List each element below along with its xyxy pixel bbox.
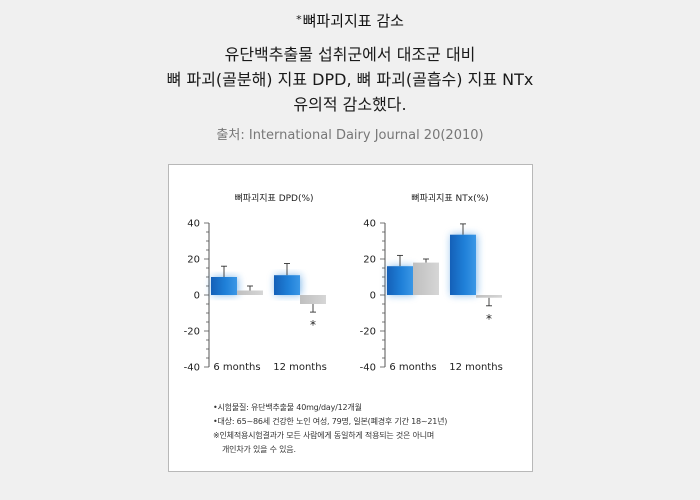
- description-line-1: 유단백추출물 섭취군에서 대조군 대비: [224, 45, 476, 64]
- chart1-tick-label: 40: [187, 219, 200, 230]
- chart2-bar-treatment: [450, 234, 476, 295]
- note-subjects: •대상: 65~86세 건강한 노인 여성, 79명, 일본(폐경후 기간 18…: [213, 417, 448, 426]
- source-citation: 출처: International Dairy Journal 20(2010): [216, 128, 484, 143]
- charts-svg: 뼈파괴지표 DPD(%) 40 20 0 -20 -40 6 months * 12 month…: [184, 192, 503, 374]
- chart1-bar-control: [300, 295, 326, 304]
- chart1-tick-label: -40: [184, 363, 200, 374]
- chart2-title: 뼈파괴지표 NTx(%): [411, 192, 488, 204]
- description-line-3: 유의적 감소했다.: [293, 95, 407, 114]
- chart2-tick-label: 40: [363, 219, 376, 230]
- notes: •시험물질: 유단백추출물 40mg/day/12개월 •대상: 65~86세 …: [213, 401, 525, 457]
- description: 유단백추출물 섭취군에서 대조군 대비 뼈 파괴(골분해) 지표 DPD, 뼈 …: [0, 42, 700, 117]
- chart1-significance-mark: *: [310, 318, 316, 332]
- heading-star: *: [296, 13, 302, 26]
- chart2-bar-treatment: [387, 266, 413, 295]
- chart1-bar-treatment: [211, 277, 237, 295]
- chart1-tick-label: -20: [184, 327, 200, 338]
- chart2-category-label: 6 months: [389, 362, 436, 373]
- chart1-title: 뼈파괴지표 DPD(%): [234, 192, 313, 204]
- heading-title: 뼈파괴지표 감소: [302, 12, 404, 30]
- chart1-tick-label: 0: [194, 291, 200, 302]
- chart2-tick-label: 0: [370, 291, 376, 302]
- chart-card: 뼈파괴지표 DPD(%) 40 20 0 -20 -40 6 months * 12 month…: [168, 164, 533, 472]
- chart1-category-label: 12 months: [273, 362, 327, 373]
- chart2-tick-label: -40: [360, 363, 376, 374]
- chart2-bar-control: [476, 295, 502, 298]
- chart2-significance-mark: *: [486, 312, 492, 326]
- chart1-category-label: 6 months: [213, 362, 260, 373]
- chart2-category-label: 12 months: [449, 362, 503, 373]
- note-disclaimer: ※인체적용시험결과가 모든 사람에게 동일하게 적용되는 것은 아니며: [213, 431, 435, 440]
- note-material: •시험물질: 유단백추출물 40mg/day/12개월: [213, 403, 362, 412]
- chart2-tick-label: 20: [363, 255, 376, 266]
- heading: *뼈파괴지표 감소: [0, 10, 700, 31]
- chart1-bar-control: [237, 290, 263, 295]
- note-disclaimer-cont: 개인차가 있을 수 있음.: [222, 445, 296, 454]
- chart2-tick-label: -20: [360, 327, 376, 338]
- chart2-bar-control: [413, 262, 439, 295]
- chart1-bar-treatment: [274, 275, 300, 295]
- chart1-tick-label: 20: [187, 255, 200, 266]
- description-line-2: 뼈 파괴(골분해) 지표 DPD, 뼈 파괴(골흡수) 지표 NTx: [166, 70, 534, 89]
